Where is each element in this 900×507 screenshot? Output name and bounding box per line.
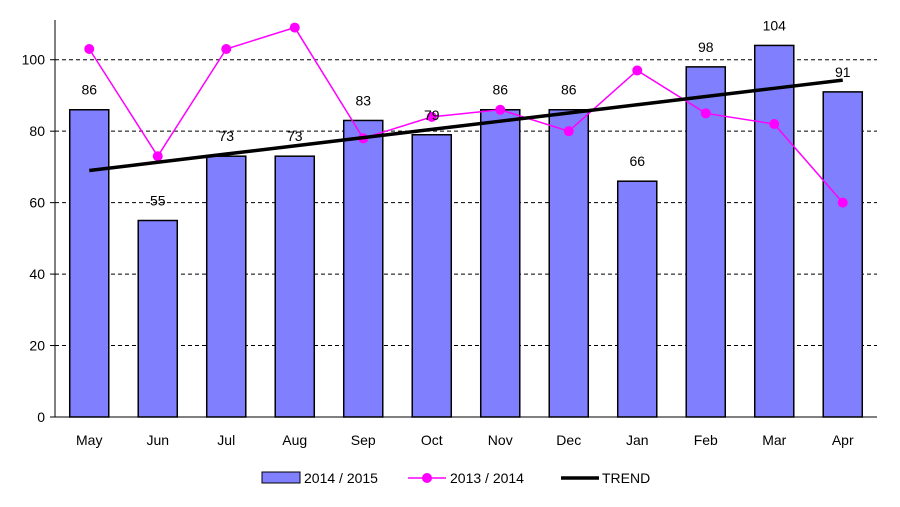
x-tick-label: Apr [832, 432, 854, 448]
y-tick-label: 20 [29, 338, 45, 354]
bar-data-label: 98 [698, 39, 714, 55]
bar-data-label: 91 [835, 64, 851, 80]
line-point [84, 44, 95, 55]
bar [68, 108, 110, 418]
x-tick-label: Jan [626, 432, 649, 448]
line-point [700, 108, 711, 119]
bar [205, 155, 247, 418]
line-point [837, 197, 848, 208]
line-2013-2014 [88, 26, 844, 204]
legend-swatch-2014-2015 [261, 471, 301, 484]
bar-data-label: 66 [629, 153, 645, 169]
bar-data-label: 86 [561, 82, 577, 98]
bar-data-label: 83 [355, 92, 371, 108]
line-point [426, 111, 437, 122]
line-point [632, 65, 643, 76]
bar [342, 119, 384, 418]
line-series [84, 22, 848, 208]
x-tick-label: Sep [351, 432, 376, 448]
x-tick-label: Aug [282, 432, 307, 448]
bar [479, 108, 521, 418]
bar [822, 91, 864, 418]
legend-label-2013-2014: 2013 / 2014 [450, 470, 524, 486]
line-point [563, 126, 574, 137]
x-tick-label: Mar [762, 432, 786, 448]
y-tick-label: 60 [29, 195, 45, 211]
x-tick-label: Jul [217, 432, 235, 448]
bar [137, 219, 179, 418]
line-point [152, 151, 163, 162]
bar-data-label: 73 [218, 128, 234, 144]
x-tick-label: Nov [488, 432, 513, 448]
bar [616, 180, 658, 418]
bar-data-label: 79 [424, 107, 440, 123]
axes: 0 20 40 60 80 100 May Jun Jul Aug Sep Oct Nov Dec Jan F… [22, 20, 877, 448]
x-tick-label: Jun [146, 432, 169, 448]
y-tick-label: 80 [29, 123, 45, 139]
legend-marker-2013-2014 [422, 473, 432, 483]
legend-label-2014-2015: 2014 / 2015 [304, 470, 378, 486]
bar-data-label: 73 [287, 128, 303, 144]
x-tick-label: May [76, 432, 102, 448]
line-point [495, 104, 506, 115]
bar-data-label: 86 [81, 82, 97, 98]
gridlines [55, 59, 877, 347]
y-tick-label: 40 [29, 266, 45, 282]
bar [753, 44, 795, 418]
legend: 2014 / 2015 2013 / 2014 TREND [261, 470, 650, 486]
bar-series [68, 44, 864, 418]
bar [685, 66, 727, 418]
trend-line [89, 78, 843, 173]
bar [274, 155, 316, 418]
x-tick-label: Dec [556, 432, 581, 448]
y-tick-label: 100 [22, 52, 46, 68]
x-tick-label: Oct [421, 432, 443, 448]
bar-data-label: 55 [150, 193, 166, 209]
labels: 86 55 73 73 83 79 86 86 66 98 104 91 [81, 17, 850, 208]
y-tick-label: 0 [37, 409, 45, 425]
bar-data-label: 104 [763, 17, 787, 33]
bar [411, 134, 453, 418]
bar [548, 108, 590, 418]
x-tick-label: Feb [694, 432, 718, 448]
line-point [289, 22, 300, 33]
line-point [769, 119, 780, 130]
bar-data-label: 86 [492, 82, 508, 98]
legend-label-trend: TREND [602, 470, 650, 486]
line-point [221, 44, 232, 55]
